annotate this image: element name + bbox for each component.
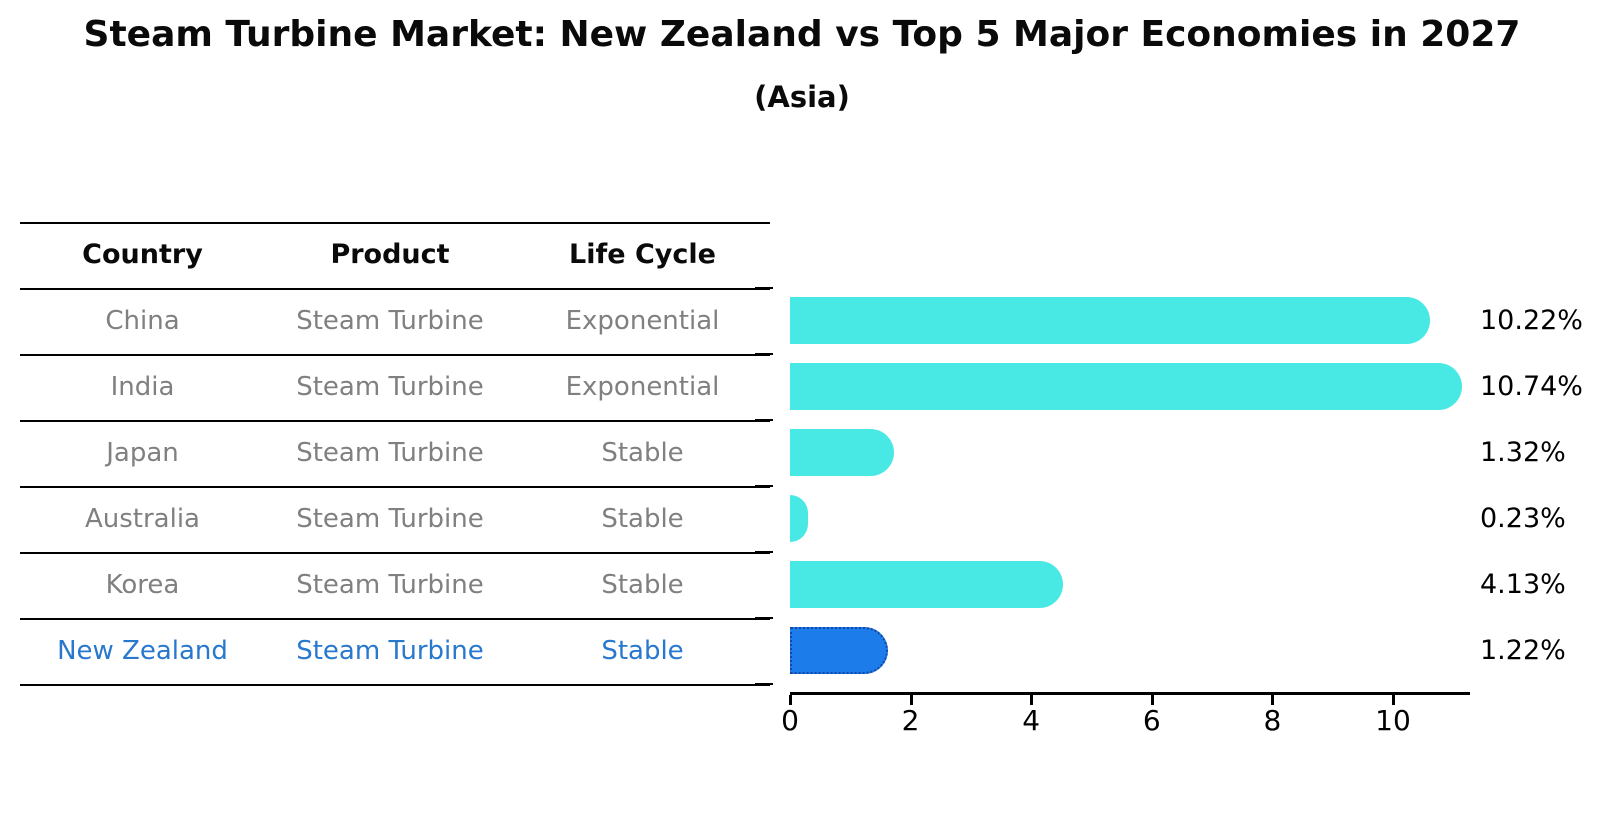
x-tick-label: 6	[1142, 704, 1161, 737]
y-tick	[755, 683, 773, 685]
table-header-row: Country Product Life Cycle	[20, 224, 770, 290]
table-row: Australia Steam Turbine Stable	[20, 488, 770, 554]
x-tick-label: 8	[1263, 704, 1282, 737]
country-table: Country Product Life Cycle China Steam Tu…	[20, 222, 770, 686]
table-cell-life-cycle: Stable	[601, 636, 684, 666]
bar-value-label: 4.13%	[1480, 569, 1566, 600]
table-cell-country: New Zealand	[57, 636, 228, 666]
table-cell-product: Steam Turbine	[296, 438, 484, 468]
table-cell-country: Japan	[106, 438, 179, 468]
bar-value-label: 10.22%	[1480, 305, 1583, 336]
y-tick	[755, 287, 773, 289]
x-tick	[1392, 695, 1395, 705]
x-tick-label: 4	[1022, 704, 1041, 737]
column-header-life-cycle: Life Cycle	[569, 239, 716, 270]
table-cell-product: Steam Turbine	[296, 570, 484, 600]
x-tick	[1030, 695, 1034, 705]
table-cell-product: Steam Turbine	[296, 306, 484, 336]
y-tick	[755, 353, 773, 355]
table-cell-country: Australia	[84, 504, 200, 534]
bar-value-label: 1.32%	[1480, 437, 1566, 468]
table-cell-life-cycle: Stable	[601, 438, 684, 468]
bar-new-zealand	[790, 627, 888, 674]
y-tick	[755, 617, 773, 619]
bar-india	[790, 363, 1462, 410]
bar-australia	[790, 495, 808, 542]
bar-value-label: 10.74%	[1480, 371, 1583, 402]
x-tick-label: 2	[901, 704, 920, 737]
table-cell-country: India	[110, 372, 175, 402]
table-cell-product: Steam Turbine	[296, 372, 484, 402]
bar-row: 1.32%	[790, 420, 1604, 486]
bar-chart: 10.22% 10.74% 1.32% 0.23% 4.13% 1.22% 0 2 4 6 8 10	[755, 287, 1604, 768]
bar-row: 4.13%	[790, 552, 1604, 618]
table-row: New Zealand Steam Turbine Stable	[20, 620, 770, 686]
table-row: Japan Steam Turbine Stable	[20, 422, 770, 488]
table-cell-product: Steam Turbine	[296, 504, 484, 534]
table-cell-country: Korea	[105, 570, 180, 600]
table-cell-country: China	[105, 306, 180, 336]
table-cell-life-cycle: Stable	[601, 570, 684, 600]
bar-korea	[790, 561, 1064, 608]
table-cell-product: Steam Turbine	[296, 636, 484, 666]
table-cell-life-cycle: Stable	[601, 504, 684, 534]
x-tick	[1150, 695, 1154, 705]
x-tick-label: 0	[781, 704, 799, 737]
bar-value-label: 0.23%	[1480, 503, 1566, 534]
x-tick-label: 10	[1375, 704, 1411, 737]
column-header-product: Product	[330, 239, 450, 270]
table-cell-life-cycle: Exponential	[565, 306, 720, 336]
column-header-country: Country	[82, 239, 203, 270]
bar-row: 0.23%	[790, 486, 1604, 552]
y-tick	[755, 485, 773, 487]
bar-row: 1.22%	[790, 618, 1604, 684]
table-row: India Steam Turbine Exponential	[20, 356, 770, 422]
bar-china	[790, 297, 1431, 344]
chart-title: Steam Turbine Market: New Zealand vs Top…	[83, 14, 1521, 55]
bar-row: 10.22%	[790, 288, 1604, 354]
table-row: China Steam Turbine Exponential	[20, 290, 770, 356]
chart-subtitle: (Asia)	[754, 80, 850, 114]
x-tick	[789, 695, 792, 705]
table-row: Korea Steam Turbine Stable	[20, 554, 770, 620]
y-tick	[755, 419, 773, 421]
x-axis-line	[790, 692, 1470, 695]
table-body: China Steam Turbine Exponential India Steam …	[20, 290, 770, 686]
table-cell-life-cycle: Exponential	[565, 372, 720, 402]
x-tick	[909, 695, 913, 705]
bar-japan	[790, 429, 894, 476]
bar-value-label: 1.22%	[1480, 635, 1566, 666]
bar-row: 10.74%	[790, 354, 1604, 420]
x-tick	[1271, 695, 1275, 705]
y-tick	[755, 551, 773, 553]
